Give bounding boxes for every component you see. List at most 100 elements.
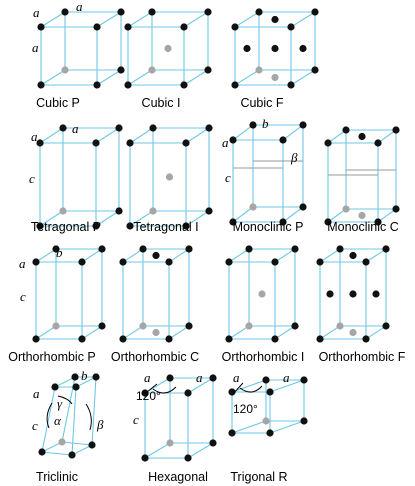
lattice-name-label: Tetragonal P bbox=[31, 220, 101, 234]
corner-atom bbox=[299, 121, 307, 129]
corner-atom bbox=[37, 23, 45, 31]
param-a-edge2: a bbox=[76, 0, 83, 14]
edge bbox=[290, 69, 316, 86]
corner-atom bbox=[228, 388, 236, 396]
angle-120: 120° bbox=[136, 389, 161, 403]
param-beta: β bbox=[290, 150, 298, 165]
corner-atom bbox=[324, 139, 332, 147]
edge bbox=[327, 129, 347, 144]
face-center-atom-hidden-dim bbox=[271, 44, 279, 53]
corner-atom bbox=[382, 322, 390, 330]
edge bbox=[183, 69, 209, 86]
corner-atom bbox=[205, 207, 213, 215]
param-b: b bbox=[262, 116, 269, 131]
lattice-cubic-f: Cubic F bbox=[231, 8, 319, 110]
edge bbox=[187, 442, 214, 459]
corner-atom bbox=[271, 335, 279, 343]
edge bbox=[144, 442, 171, 459]
corner-atom bbox=[204, 8, 212, 16]
corner-atom bbox=[119, 335, 127, 343]
edge bbox=[228, 248, 250, 263]
corner-atom bbox=[392, 126, 400, 134]
edge bbox=[71, 386, 77, 456]
param-alpha: α bbox=[54, 413, 62, 428]
lattice-tetragonal-p: Tetragonal P a a c bbox=[29, 121, 123, 234]
edge bbox=[183, 11, 209, 28]
edge bbox=[231, 379, 267, 393]
param-a: a bbox=[19, 256, 26, 271]
param-a-left: a bbox=[31, 129, 38, 144]
corner-atom bbox=[185, 322, 193, 330]
corner-atom bbox=[36, 222, 44, 230]
corner-atom bbox=[209, 374, 217, 382]
face-center-atom-right bbox=[299, 44, 307, 53]
lattice-trigonal-r: Trigonal R a a 120° bbox=[228, 370, 308, 484]
edge bbox=[95, 127, 120, 144]
edge bbox=[81, 325, 103, 340]
corner-atom bbox=[271, 258, 279, 266]
corner-atom bbox=[182, 139, 190, 147]
corner-atom bbox=[231, 81, 239, 89]
edge bbox=[127, 69, 153, 86]
corner-atom bbox=[316, 335, 324, 343]
edge bbox=[96, 11, 122, 28]
corner-atom bbox=[93, 81, 101, 89]
corner-atom-hidden bbox=[336, 322, 344, 330]
edge bbox=[127, 11, 153, 28]
edge bbox=[40, 69, 66, 86]
param-a-edge3: a bbox=[32, 40, 39, 55]
corner-atom bbox=[205, 124, 213, 132]
edge bbox=[319, 248, 341, 263]
lattice-name-label: Orthorhombic C bbox=[111, 350, 199, 364]
base-center-atom-bottom bbox=[358, 211, 366, 220]
corner-atom bbox=[92, 139, 100, 147]
lattice-name-label: Orthorhombic F bbox=[319, 350, 406, 364]
corner-atom-hidden bbox=[139, 322, 147, 330]
lattice-name-label: Cubic F bbox=[240, 96, 283, 110]
angle-arc bbox=[152, 386, 177, 394]
corner-atom bbox=[124, 23, 132, 31]
lattice-name-label: Trigonal R bbox=[230, 470, 287, 484]
param-a-top: a bbox=[72, 121, 79, 136]
corner-atom bbox=[342, 126, 350, 134]
edge bbox=[274, 248, 296, 263]
corner-atom bbox=[180, 23, 188, 31]
edge bbox=[282, 124, 304, 141]
corner-atom bbox=[291, 322, 299, 330]
face-center-atom-bottom bbox=[349, 328, 357, 337]
corner-atom bbox=[32, 258, 40, 266]
lattice-name-label: Cubic I bbox=[142, 96, 181, 110]
corner-atom bbox=[255, 8, 263, 16]
corner-atom bbox=[166, 374, 174, 382]
edge bbox=[319, 325, 341, 340]
corner-atom bbox=[139, 245, 147, 253]
edge bbox=[41, 441, 63, 453]
corner-atom bbox=[32, 335, 40, 343]
corner-atom bbox=[72, 383, 80, 391]
edge bbox=[40, 11, 66, 28]
corner-atom bbox=[149, 124, 157, 132]
lattice-name-label: Orthorhombic I bbox=[222, 350, 305, 364]
lattice-cubic-i: Cubic I bbox=[124, 8, 212, 110]
corner-atom bbox=[182, 222, 190, 230]
lattice-name-label: Orthorhombic P bbox=[8, 350, 96, 364]
edge bbox=[377, 208, 397, 223]
corner-atom bbox=[225, 258, 233, 266]
param-c: c bbox=[133, 412, 139, 427]
param-c: c bbox=[20, 289, 26, 304]
corner-atom-hidden bbox=[166, 439, 174, 447]
edge bbox=[75, 376, 97, 388]
lattice-triclinic: Triclinic a b c α β γ bbox=[32, 368, 104, 484]
face-center-atom-right bbox=[372, 290, 380, 298]
beta-arc bbox=[85, 403, 92, 431]
corner-atom bbox=[36, 139, 44, 147]
corner-atom bbox=[209, 439, 217, 447]
param-c: c bbox=[32, 418, 38, 433]
param-gamma: γ bbox=[57, 396, 63, 411]
edge bbox=[231, 420, 267, 434]
body-center-atom bbox=[164, 44, 172, 53]
edge bbox=[274, 325, 296, 340]
corner-atom-hidden bbox=[52, 322, 60, 330]
edge bbox=[61, 441, 93, 446]
